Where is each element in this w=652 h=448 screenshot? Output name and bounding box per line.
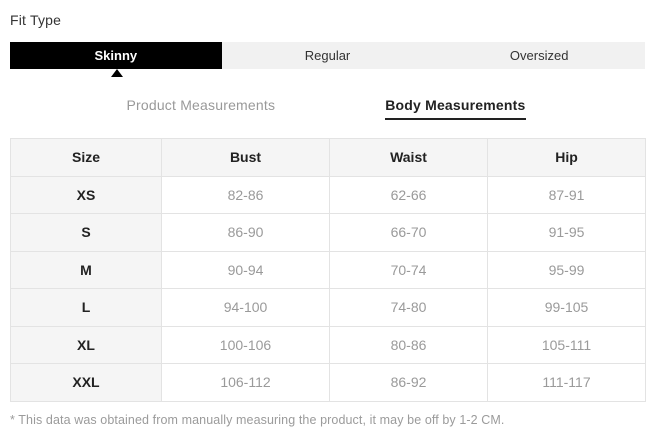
measurement-cell: 66-70 [329, 213, 488, 252]
table-row: XXL 106-112 86-92 111-117 [10, 363, 646, 402]
measurement-cell: 105-111 [487, 325, 646, 364]
measurement-cell: 94-100 [161, 288, 330, 327]
measurement-cell: 62-66 [329, 175, 488, 214]
table-row: XL 100-106 80-86 105-111 [10, 325, 646, 364]
table-header-row: Size Bust Waist Hip [10, 138, 646, 177]
measurement-cell: 91-95 [487, 213, 646, 252]
measurement-cell: 82-86 [161, 175, 330, 214]
fit-tab-regular[interactable]: Regular [222, 42, 434, 69]
measurement-cell: 95-99 [487, 250, 646, 289]
fit-tab-regular-label: Regular [304, 48, 351, 63]
column-header-waist: Waist [329, 138, 488, 177]
measurement-cell: 87-91 [487, 175, 646, 214]
column-header-size: Size [10, 138, 162, 177]
measurement-cell: 70-74 [329, 250, 488, 289]
size-table-body: XS 82-86 62-66 87-91 S 86-90 66-70 91-95 M 90-94 7… [10, 175, 646, 402]
size-cell: XXL [10, 363, 162, 402]
fit-tab-oversized[interactable]: Oversized [433, 42, 645, 69]
fit-tab-skinny-label: Skinny [94, 48, 138, 63]
tab-product-measurements[interactable]: Product Measurements [126, 97, 276, 113]
fit-tab-skinny[interactable]: Skinny [10, 42, 222, 69]
size-cell: XS [10, 175, 162, 214]
size-cell: M [10, 250, 162, 289]
measurement-disclaimer: * This data was obtained from manually m… [10, 413, 505, 427]
column-header-bust: Bust [161, 138, 330, 177]
active-tab-pointer-icon [111, 69, 123, 77]
measurement-cell: 86-92 [329, 363, 488, 402]
size-cell: XL [10, 325, 162, 364]
measurement-cell: 86-90 [161, 213, 330, 252]
fit-type-tabbar: Skinny Regular Oversized [10, 42, 645, 69]
table-row: XS 82-86 62-66 87-91 [10, 175, 646, 214]
fit-type-heading: Fit Type [10, 12, 62, 28]
measurement-cell: 90-94 [161, 250, 330, 289]
measurement-cell: 111-117 [487, 363, 646, 402]
table-row: L 94-100 74-80 99-105 [10, 288, 646, 327]
measurement-tabs: Product Measurements Body Measurements [0, 97, 652, 120]
tab-body-measurements[interactable]: Body Measurements [385, 97, 526, 120]
column-header-hip: Hip [487, 138, 646, 177]
measurement-cell: 74-80 [329, 288, 488, 327]
table-row: M 90-94 70-74 95-99 [10, 250, 646, 289]
measurement-cell: 100-106 [161, 325, 330, 364]
measurement-cell: 80-86 [329, 325, 488, 364]
size-cell: S [10, 213, 162, 252]
table-row: S 86-90 66-70 91-95 [10, 213, 646, 252]
fit-tab-oversized-label: Oversized [509, 48, 569, 63]
measurement-cell: 106-112 [161, 363, 330, 402]
measurement-cell: 99-105 [487, 288, 646, 327]
size-table: Size Bust Waist Hip XS 82-86 62-66 87-91 S 86… [10, 138, 646, 402]
size-cell: L [10, 288, 162, 327]
